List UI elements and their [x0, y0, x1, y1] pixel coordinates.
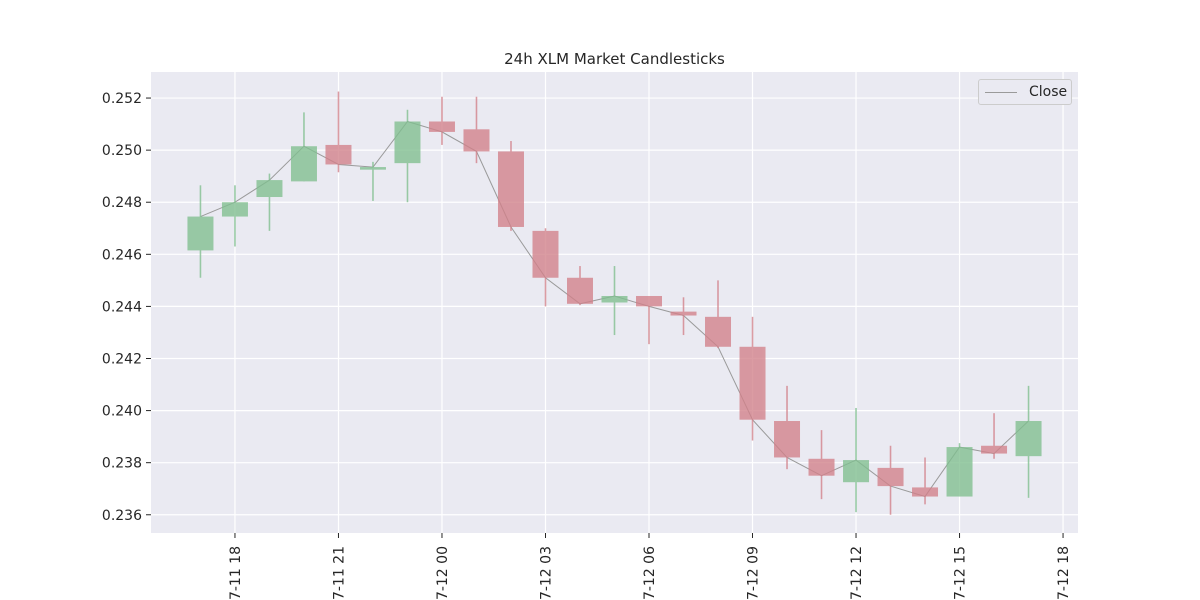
x-tick-label: 07-12 12 — [849, 546, 865, 600]
y-tick-label: 0.240 — [102, 404, 142, 420]
x-tick-label: 07-11 21 — [331, 546, 347, 600]
candle-body — [808, 458, 835, 476]
candle — [843, 407, 870, 513]
candle — [463, 96, 490, 164]
candle — [808, 430, 835, 500]
legend-close-swatch — [985, 91, 1017, 93]
candle-body — [981, 445, 1008, 454]
chart-title: 24h XLM Market Candlesticks — [504, 50, 725, 68]
candle — [428, 96, 455, 145]
y-tick-label: 0.236 — [102, 508, 142, 524]
candle — [566, 266, 593, 306]
candle-body — [601, 295, 628, 303]
candle-body — [636, 295, 663, 307]
candle — [256, 173, 283, 231]
candle-body — [912, 487, 939, 497]
y-tick-label: 0.248 — [102, 195, 142, 211]
candle — [187, 185, 214, 278]
x-tick-label: 07-12 09 — [746, 546, 762, 600]
candle — [290, 112, 317, 182]
candle-body — [428, 121, 455, 132]
candle-body — [394, 121, 421, 164]
candle — [497, 141, 524, 231]
candle-body — [877, 467, 904, 487]
candle — [946, 443, 973, 497]
candle-body — [532, 230, 559, 278]
y-tick-label: 0.246 — [102, 247, 142, 263]
candle-body — [325, 144, 352, 165]
candle-body — [187, 216, 214, 251]
candle — [739, 316, 766, 441]
candle-body — [566, 277, 593, 304]
x-tick-label: 07-12 03 — [538, 546, 554, 600]
candle-body — [463, 129, 490, 152]
x-tick-label: 07-12 15 — [953, 546, 969, 600]
candle-body — [946, 447, 973, 497]
candle-body — [739, 346, 766, 420]
candle — [359, 161, 386, 201]
candle — [221, 185, 248, 247]
candle-body — [221, 202, 248, 217]
candle — [532, 228, 559, 307]
candles-layer — [187, 91, 1042, 515]
legend-close-label: Close — [1029, 84, 1068, 100]
candle — [636, 295, 663, 345]
candle-body — [256, 180, 283, 198]
candle-body — [290, 146, 317, 182]
candle — [774, 385, 801, 470]
x-tick-label: 07-12 06 — [642, 546, 658, 600]
candle-body — [497, 151, 524, 227]
candle — [1015, 385, 1042, 498]
grid-lines — [151, 72, 1078, 533]
candle — [601, 266, 628, 336]
y-tick-label: 0.242 — [102, 351, 142, 367]
candle-body — [670, 311, 697, 316]
candle-body — [774, 421, 801, 458]
y-tick-label: 0.244 — [102, 299, 142, 315]
candle — [981, 413, 1008, 459]
candle-body — [1015, 421, 1042, 457]
y-tick-label: 0.238 — [102, 456, 142, 472]
candle — [394, 109, 421, 203]
y-tick-label: 0.252 — [102, 91, 142, 107]
candle-body — [359, 167, 386, 170]
x-tick-label: 07-12 18 — [1056, 546, 1072, 600]
legend: Close — [978, 79, 1072, 105]
axes-layer: 0.236 0.238 0.240 0.242 0.244 0.246 0.248 0.250… — [102, 91, 1072, 600]
candle — [325, 91, 352, 173]
x-tick-label: 07-11 18 — [228, 546, 244, 600]
candle-body — [843, 460, 870, 483]
candle — [670, 297, 697, 336]
x-tick-label: 07-12 00 — [435, 546, 451, 600]
candle-body — [705, 316, 732, 347]
candle — [877, 445, 904, 515]
candle — [705, 280, 732, 349]
candle — [912, 457, 939, 505]
y-tick-label: 0.250 — [102, 143, 142, 159]
